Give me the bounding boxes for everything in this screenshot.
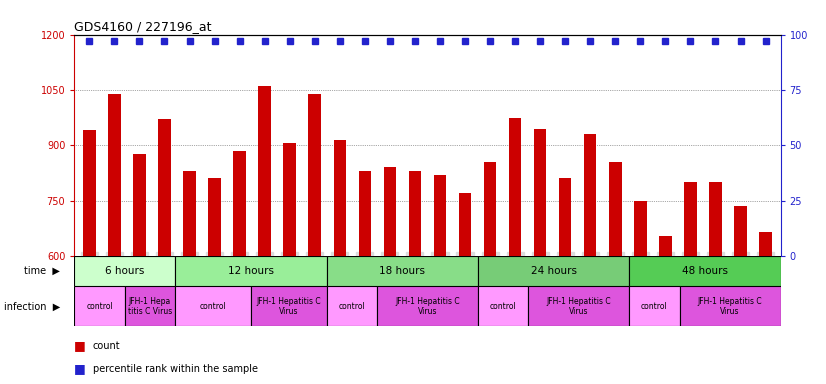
Bar — [609, 162, 621, 256]
Text: percentile rank within the sample: percentile rank within the sample — [93, 364, 258, 374]
Text: JFH-1 Hepatitis C
Virus: JFH-1 Hepatitis C Virus — [256, 296, 321, 316]
Bar — [108, 94, 121, 256]
Text: JFH-1 Hepatitis C
Virus: JFH-1 Hepatitis C Virus — [395, 296, 460, 316]
Bar — [183, 171, 196, 256]
Bar — [659, 236, 672, 256]
Bar — [175, 286, 251, 326]
Bar — [358, 171, 371, 256]
Bar — [684, 182, 696, 256]
Bar — [83, 131, 96, 256]
Bar — [584, 134, 596, 256]
Bar — [409, 171, 421, 256]
Text: 6 hours: 6 hours — [105, 266, 145, 276]
Text: control: control — [200, 302, 226, 311]
Bar — [759, 232, 771, 256]
Bar — [125, 286, 175, 326]
Bar — [74, 286, 125, 326]
Bar — [234, 151, 246, 256]
Bar — [534, 129, 547, 256]
Bar — [509, 118, 521, 256]
Bar — [175, 256, 326, 286]
Text: control: control — [86, 302, 113, 311]
Text: 12 hours: 12 hours — [228, 266, 274, 276]
Text: time  ▶: time ▶ — [24, 266, 60, 276]
Text: ■: ■ — [74, 362, 86, 375]
Bar — [383, 167, 396, 256]
Bar — [559, 179, 572, 256]
Bar — [458, 193, 472, 256]
Text: 18 hours: 18 hours — [379, 266, 425, 276]
Text: count: count — [93, 341, 120, 351]
Text: GDS4160 / 227196_at: GDS4160 / 227196_at — [74, 20, 211, 33]
Bar — [634, 200, 647, 256]
Bar — [133, 154, 145, 256]
Bar — [283, 143, 296, 256]
Text: control: control — [490, 302, 516, 311]
Bar — [308, 94, 321, 256]
Bar — [629, 256, 781, 286]
Bar — [377, 286, 478, 326]
Bar — [326, 286, 377, 326]
Text: infection  ▶: infection ▶ — [4, 301, 60, 311]
Text: JFH-1 Hepatitis C
Virus: JFH-1 Hepatitis C Virus — [547, 296, 611, 316]
Bar — [326, 256, 478, 286]
Bar — [710, 182, 722, 256]
Text: 24 hours: 24 hours — [530, 266, 577, 276]
Text: JFH-1 Hepa
titis C Virus: JFH-1 Hepa titis C Virus — [128, 296, 172, 316]
Text: 48 hours: 48 hours — [682, 266, 728, 276]
Bar — [208, 179, 221, 256]
Bar — [159, 119, 171, 256]
Text: ■: ■ — [74, 339, 86, 352]
Bar — [334, 140, 346, 256]
Bar — [484, 162, 496, 256]
Text: JFH-1 Hepatitis C
Virus: JFH-1 Hepatitis C Virus — [698, 296, 762, 316]
Bar — [529, 286, 629, 326]
Bar — [629, 286, 680, 326]
Text: control: control — [641, 302, 668, 311]
Bar — [251, 286, 326, 326]
Bar — [74, 256, 175, 286]
Bar — [478, 256, 629, 286]
Text: control: control — [339, 302, 365, 311]
Bar — [478, 286, 529, 326]
Bar — [259, 86, 271, 256]
Bar — [734, 206, 747, 256]
Bar — [434, 175, 446, 256]
Bar — [680, 286, 781, 326]
